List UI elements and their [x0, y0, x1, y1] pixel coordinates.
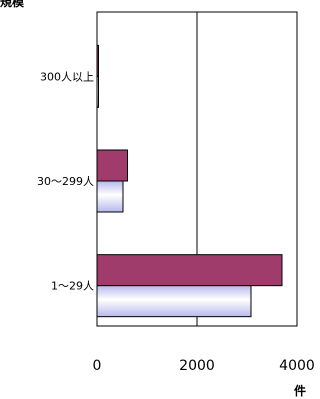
- x-tick-labels: 0 2000 4000: [93, 358, 315, 374]
- bar-cat2-series0: [96, 254, 283, 287]
- category-labels: 300人以上 30～299人 1～29人: [37, 70, 94, 292]
- category-label-0: 300人以上: [40, 70, 94, 83]
- bar-cat1-series1: [96, 180, 124, 213]
- category-label-2: 1～29人: [51, 280, 94, 293]
- bar-cat1-series0: [96, 149, 128, 182]
- x-tick-label-0: 0: [93, 358, 102, 374]
- x-axis-title: 件: [294, 383, 306, 398]
- bar-cat2-series1: [96, 285, 252, 318]
- bar-cat0-series1: [96, 75, 99, 108]
- x-tick-label-1: 2000: [179, 358, 215, 374]
- category-label-1: 30～299人: [37, 175, 94, 188]
- y-axis-title: 規模: [0, 0, 25, 9]
- bar-cat0-series0: [96, 44, 99, 77]
- bars: [96, 44, 283, 318]
- x-tick-label-2: 4000: [279, 358, 315, 374]
